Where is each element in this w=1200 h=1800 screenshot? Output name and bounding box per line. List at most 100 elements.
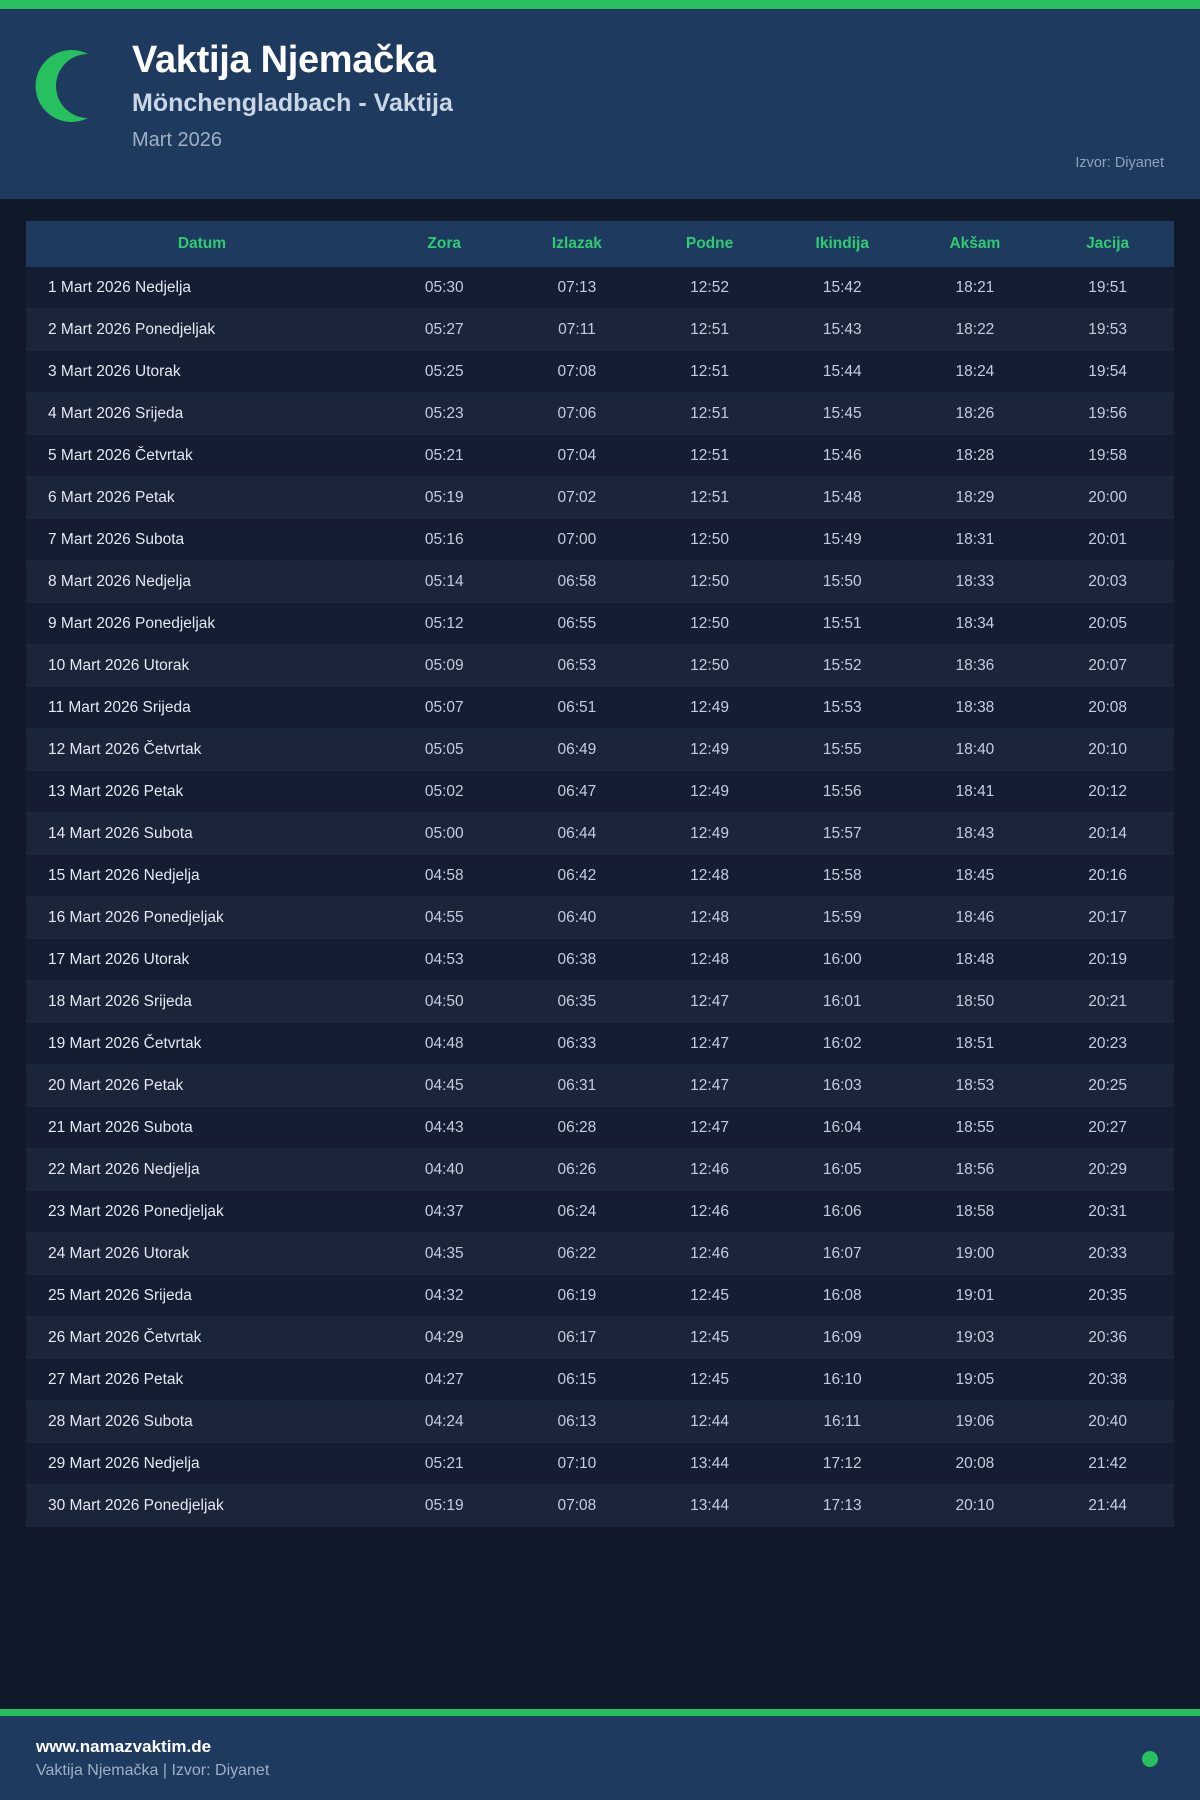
cell-ikindija: 16:07: [775, 1232, 909, 1275]
cell-zora: 05:05: [377, 728, 511, 771]
cell-podne: 12:50: [643, 602, 776, 645]
cell-zora: 04:58: [377, 854, 511, 897]
cell-ikindija: 15:45: [775, 392, 909, 435]
footer-accent-bar: [0, 1709, 1200, 1716]
cell-aksam: 18:26: [908, 392, 1042, 435]
cell-jacija: 20:05: [1041, 602, 1174, 645]
cell-ikindija: 16:04: [775, 1106, 909, 1149]
cell-jacija: 20:25: [1041, 1064, 1174, 1107]
table-row: 28 Mart 2026 Subota 04:24 06:13 12:44 16:11 1…: [26, 1400, 1174, 1443]
cell-jacija: 20:03: [1041, 560, 1174, 603]
cell-date: 18 Mart 2026 Srijeda: [26, 980, 378, 1023]
cell-jacija: 20:10: [1041, 728, 1174, 771]
cell-ikindija: 15:53: [775, 686, 909, 729]
cell-aksam: 18:31: [908, 518, 1042, 561]
cell-izlazak: 06:49: [510, 728, 644, 771]
table-row: 9 Mart 2026 Ponedjeljak 05:12 06:55 12:50 15…: [26, 602, 1174, 645]
cell-ikindija: 15:48: [775, 476, 909, 519]
cell-zora: 04:40: [377, 1148, 511, 1191]
column-header-jacija: Jacija: [1041, 221, 1174, 267]
cell-date: 10 Mart 2026 Utorak: [26, 644, 378, 687]
prayer-times-table: Datum Zora Izlazak Podne Ikindija Akšam …: [26, 221, 1174, 1527]
cell-jacija: 20:14: [1041, 812, 1174, 855]
cell-date: 9 Mart 2026 Ponedjeljak: [26, 602, 378, 645]
cell-podne: 12:49: [643, 812, 776, 855]
table-row: 4 Mart 2026 Srijeda 05:23 07:06 12:51 15:45 1…: [26, 392, 1174, 435]
cell-jacija: 19:58: [1041, 434, 1174, 477]
table-row: 27 Mart 2026 Petak 04:27 06:15 12:45 16:10 19…: [26, 1358, 1174, 1401]
cell-podne: 13:44: [643, 1442, 776, 1485]
cell-izlazak: 06:44: [510, 812, 644, 855]
cell-aksam: 18:28: [908, 434, 1042, 477]
cell-podne: 12:50: [643, 560, 776, 603]
cell-jacija: 19:56: [1041, 392, 1174, 435]
header-source-note: Izvor: Diyanet: [1075, 155, 1164, 171]
table-row: 1 Mart 2026 Nedjelja 05:30 07:13 12:52 15:42…: [26, 267, 1174, 309]
cell-jacija: 19:54: [1041, 350, 1174, 393]
cell-izlazak: 06:53: [510, 644, 644, 687]
footer-subtitle: Vaktija Njemačka | Izvor: Diyanet: [36, 1761, 270, 1779]
cell-jacija: 20:00: [1041, 476, 1174, 519]
cell-aksam: 18:29: [908, 476, 1042, 519]
cell-zora: 04:45: [377, 1064, 511, 1107]
table-header: Datum Zora Izlazak Podne Ikindija Akšam …: [26, 221, 1174, 267]
cell-podne: 12:46: [643, 1232, 776, 1275]
cell-date: 1 Mart 2026 Nedjelja: [26, 267, 378, 309]
table-row: 21 Mart 2026 Subota 04:43 06:28 12:47 16:04 1…: [26, 1106, 1174, 1149]
cell-aksam: 18:33: [908, 560, 1042, 603]
footer-site-link[interactable]: www.namazvaktim.de: [36, 1736, 212, 1756]
cell-ikindija: 15:49: [775, 518, 909, 561]
cell-podne: 12:47: [643, 1022, 776, 1065]
cell-date: 7 Mart 2026 Subota: [26, 518, 378, 561]
table-row: 30 Mart 2026 Ponedjeljak 05:19 07:08 13:44 1…: [26, 1484, 1174, 1527]
cell-izlazak: 06:40: [510, 896, 644, 939]
table-row: 6 Mart 2026 Petak 05:19 07:02 12:51 15:48 18:…: [26, 476, 1174, 519]
cell-jacija: 20:07: [1041, 644, 1174, 687]
cell-ikindija: 16:01: [775, 980, 909, 1023]
cell-podne: 13:44: [643, 1484, 776, 1527]
cell-aksam: 20:08: [908, 1442, 1042, 1485]
cell-aksam: 19:03: [908, 1316, 1042, 1359]
cell-date: 24 Mart 2026 Utorak: [26, 1232, 378, 1275]
cell-izlazak: 07:06: [510, 392, 644, 435]
table-row: 23 Mart 2026 Ponedjeljak 04:37 06:24 12:46 1…: [26, 1190, 1174, 1233]
cell-jacija: 19:51: [1041, 267, 1174, 309]
cell-jacija: 20:33: [1041, 1232, 1174, 1275]
cell-aksam: 20:10: [908, 1484, 1042, 1527]
cell-podne: 12:46: [643, 1190, 776, 1233]
table-row: 29 Mart 2026 Nedjelja 05:21 07:10 13:44 17:1…: [26, 1442, 1174, 1485]
cell-podne: 12:50: [643, 518, 776, 561]
cell-date: 19 Mart 2026 Četvrtak: [26, 1022, 378, 1065]
cell-izlazak: 07:10: [510, 1442, 644, 1485]
month-title: Mart 2026: [132, 128, 223, 151]
cell-ikindija: 16:05: [775, 1148, 909, 1191]
column-header-podne: Podne: [643, 221, 776, 267]
table-row: 12 Mart 2026 Četvrtak 05:05 06:49 12:49 15:5…: [26, 728, 1174, 771]
cell-izlazak: 06:22: [510, 1232, 644, 1275]
cell-ikindija: 16:00: [775, 938, 909, 981]
table-row: 20 Mart 2026 Petak 04:45 06:31 12:47 16:03 18…: [26, 1064, 1174, 1107]
cell-podne: 12:48: [643, 896, 776, 939]
table-row: 3 Mart 2026 Utorak 05:25 07:08 12:51 15:44 18…: [26, 350, 1174, 393]
cell-date: 5 Mart 2026 Četvrtak: [26, 434, 378, 477]
cell-podne: 12:47: [643, 980, 776, 1023]
column-header-izlazak: Izlazak: [510, 221, 644, 267]
cell-aksam: 18:56: [908, 1148, 1042, 1191]
cell-aksam: 18:41: [908, 770, 1042, 813]
cell-date: 14 Mart 2026 Subota: [26, 812, 378, 855]
cell-aksam: 18:22: [908, 308, 1042, 351]
cell-zora: 05:12: [377, 602, 511, 645]
cell-izlazak: 07:08: [510, 1484, 644, 1527]
cell-zora: 05:14: [377, 560, 511, 603]
cell-jacija: 20:12: [1041, 770, 1174, 813]
cell-podne: 12:51: [643, 392, 776, 435]
cell-zora: 05:27: [377, 308, 511, 351]
cell-jacija: 20:21: [1041, 980, 1174, 1023]
cell-ikindija: 15:59: [775, 896, 909, 939]
cell-izlazak: 07:11: [510, 308, 644, 351]
table-row: 24 Mart 2026 Utorak 04:35 06:22 12:46 16:07 1…: [26, 1232, 1174, 1275]
cell-jacija: 20:01: [1041, 518, 1174, 561]
cell-jacija: 20:36: [1041, 1316, 1174, 1359]
cell-izlazak: 06:55: [510, 602, 644, 645]
column-header-ikindija: Ikindija: [775, 221, 909, 267]
